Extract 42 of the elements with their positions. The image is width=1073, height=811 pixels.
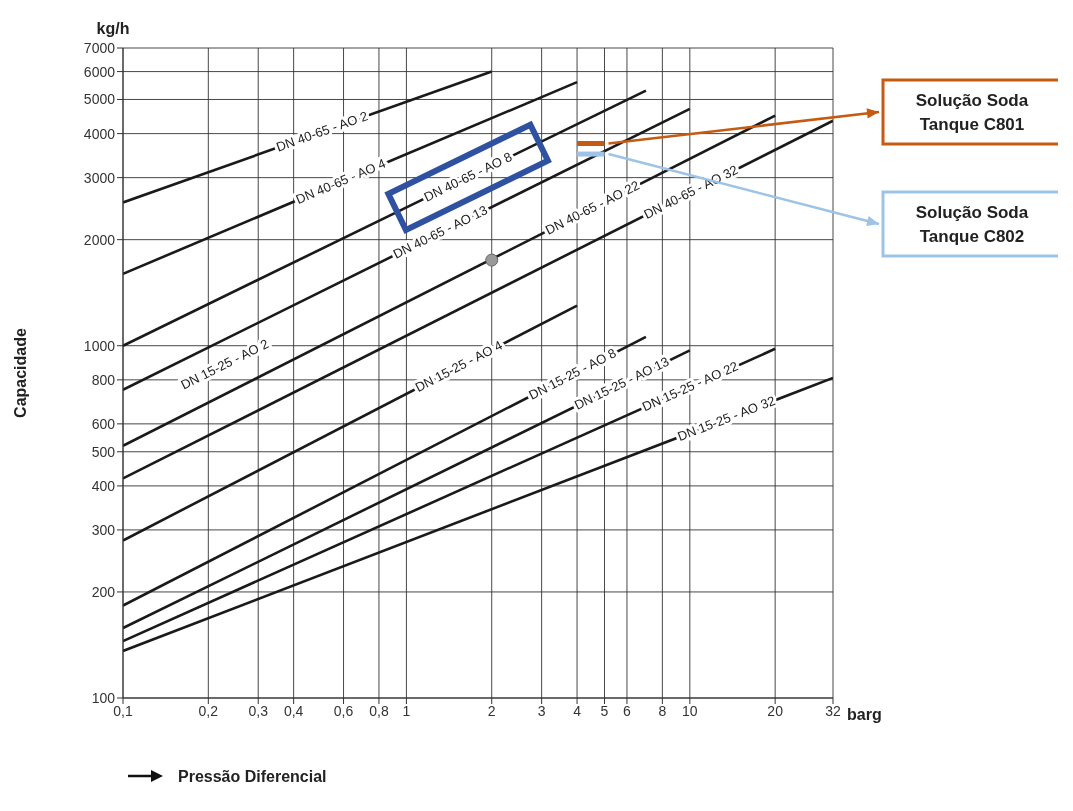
- x-tick-label: 0,8: [369, 702, 389, 719]
- x-tick-label: 0,1: [113, 702, 133, 719]
- x-tick-label: 0,6: [333, 702, 354, 719]
- text: DN 40-65 - AO 4: [293, 155, 388, 207]
- y-tick-label: 400: [91, 477, 116, 494]
- x-tick-label: 4: [573, 702, 582, 719]
- y-axis-title: Capacidade: [12, 327, 29, 418]
- text: Solução Soda Tanque C801: [915, 91, 1029, 134]
- x-tick-label: 10: [682, 702, 698, 719]
- y-tick-label: 100: [91, 689, 116, 706]
- y-tick-label: 300: [91, 521, 116, 538]
- x-tick-label: 0,3: [248, 702, 269, 719]
- x-tick-label: 3: [537, 702, 546, 719]
- text: kg/h: [96, 20, 130, 37]
- x-tick-label: 8: [658, 702, 667, 719]
- y-tick-label: 500: [91, 443, 116, 460]
- text: barg: [847, 706, 882, 723]
- text: Solução Soda Tanque C802: [915, 203, 1029, 246]
- annotation: DN 15-25 - AO 2: [178, 335, 271, 393]
- y-tick-label: 600: [91, 415, 116, 432]
- x-tick-label: 2: [487, 702, 496, 719]
- y-tick-label: 1000: [83, 337, 116, 354]
- y-tick-label: 4000: [83, 125, 116, 142]
- x-axis-title: Pressão Diferencial: [178, 768, 327, 785]
- text: DN 40-65 - AO 2: [274, 108, 370, 155]
- x-tick-label: 0,4: [283, 702, 304, 719]
- y-tick-label: 200: [91, 583, 116, 600]
- y-tick-label: 5000: [83, 91, 116, 108]
- x-tick-label: 0,2: [198, 702, 219, 719]
- text: DN 40-65 - AO 13: [390, 202, 490, 262]
- y-tick-label: 800: [91, 371, 116, 388]
- y-tick-label: 3000: [83, 169, 116, 186]
- x-tick-label: 1: [402, 702, 411, 719]
- x-tick-label: 20: [767, 702, 784, 719]
- text: DN 40-65 - AO 22: [542, 177, 642, 238]
- x-tick-label: 6: [623, 702, 632, 719]
- x-tick-label: 32: [825, 702, 841, 719]
- y-tick-label: 6000: [83, 63, 116, 80]
- x-tick-label: 5: [600, 702, 609, 719]
- y-tick-label: 2000: [83, 231, 116, 248]
- text: DN 40-65 - AO 8: [421, 149, 515, 205]
- y-tick-label: 7000: [83, 39, 116, 56]
